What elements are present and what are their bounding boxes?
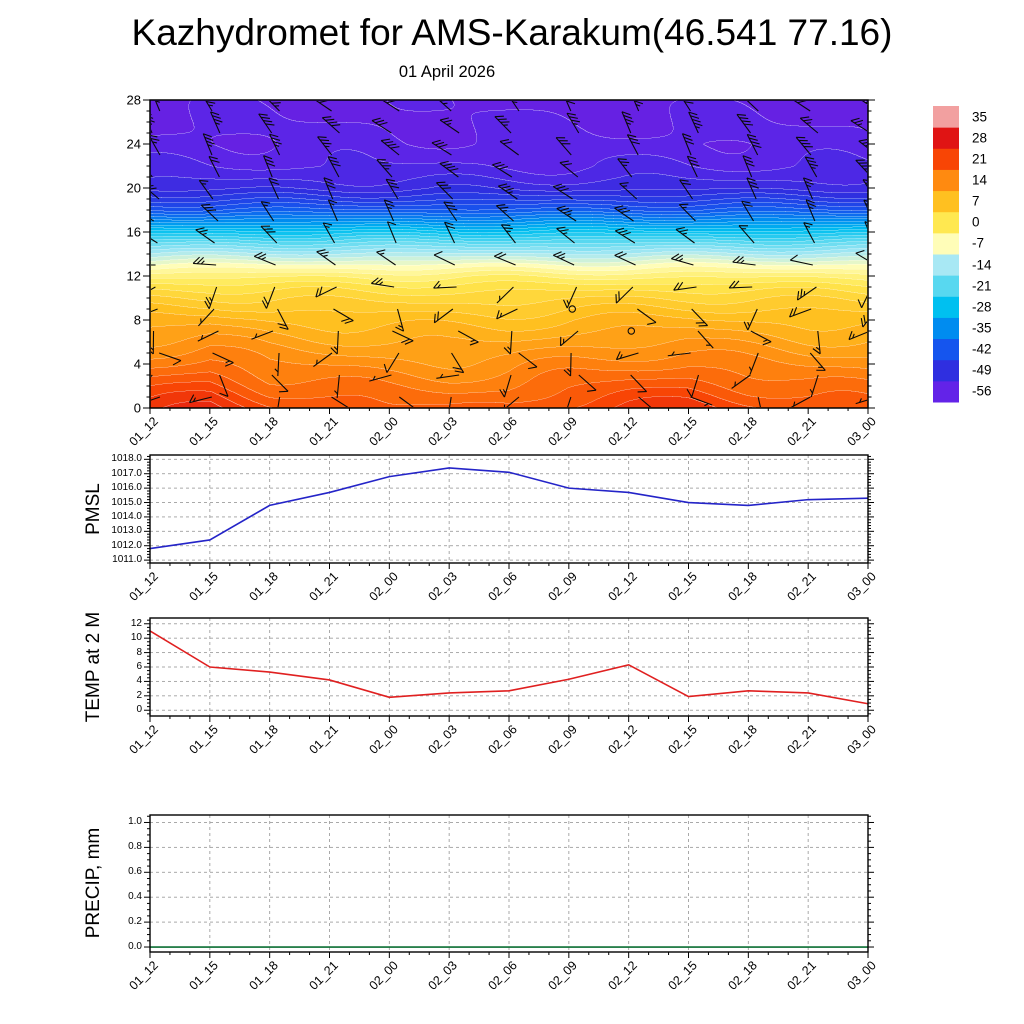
meteogram-page: Kazhydromet for AMS-Karakum(46.541 77.16…	[0, 0, 1024, 1024]
meteogram-canvas	[0, 0, 1024, 1024]
